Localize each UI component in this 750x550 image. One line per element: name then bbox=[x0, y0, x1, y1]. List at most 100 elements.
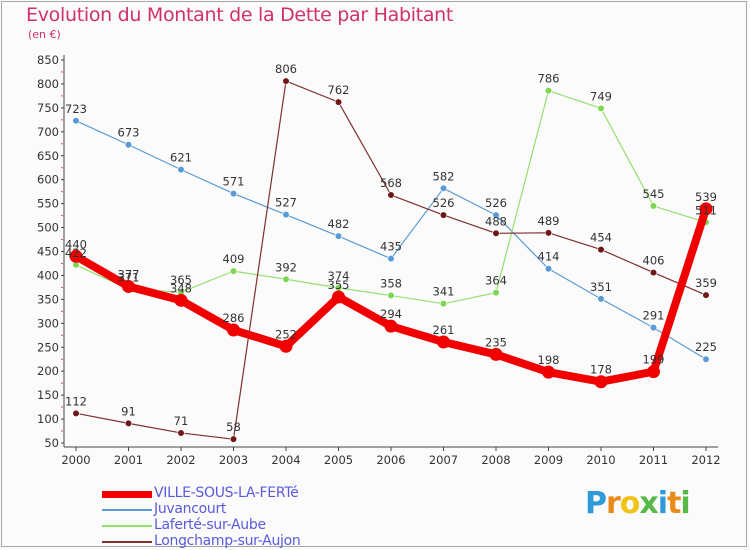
legend-label: Juvancourt bbox=[154, 501, 227, 517]
y-tick-label: 550 bbox=[37, 197, 59, 211]
series-3-point bbox=[177, 429, 185, 437]
data-label: 806 bbox=[275, 62, 297, 76]
data-label: 364 bbox=[485, 274, 507, 288]
data-label: 422 bbox=[65, 246, 87, 260]
data-label: 568 bbox=[380, 176, 402, 190]
x-tick-label: 2002 bbox=[166, 453, 195, 467]
x-tick-label: 2007 bbox=[429, 453, 458, 467]
data-label: 365 bbox=[170, 273, 192, 287]
data-label: 435 bbox=[380, 240, 402, 254]
y-tick-label: 50 bbox=[44, 436, 59, 450]
series-1-point bbox=[702, 355, 710, 363]
data-label: 482 bbox=[328, 217, 350, 231]
data-label: 409 bbox=[223, 252, 245, 266]
data-label: 488 bbox=[485, 214, 507, 228]
legend-label: Longchamp-sur-Aujon bbox=[154, 533, 301, 549]
series-3-point bbox=[492, 229, 500, 237]
y-tick-label: 200 bbox=[37, 364, 59, 378]
data-label: 291 bbox=[643, 309, 665, 323]
series-1-point bbox=[334, 232, 343, 240]
data-label: 351 bbox=[590, 280, 612, 294]
series-2-point bbox=[387, 291, 395, 300]
series-1-point bbox=[649, 324, 658, 332]
brand-letter: i bbox=[680, 486, 690, 521]
series-2-group bbox=[72, 87, 710, 308]
series-3-point bbox=[649, 268, 658, 277]
series-2-point bbox=[492, 289, 500, 297]
legend-label: VILLE-SOUS-LA-FERTé bbox=[154, 485, 299, 501]
y-tick-label: 350 bbox=[37, 292, 59, 306]
data-label: 341 bbox=[433, 285, 455, 299]
chart-title: Evolution du Montant de la Dette par Hab… bbox=[26, 4, 454, 26]
series-2-point bbox=[649, 202, 658, 210]
data-label: 414 bbox=[538, 250, 560, 264]
y-tick-label: 850 bbox=[37, 53, 59, 67]
main-series-point bbox=[227, 323, 240, 337]
main-series-point bbox=[174, 293, 188, 307]
brand-letter: t bbox=[667, 486, 681, 521]
data-label: 286 bbox=[223, 311, 245, 325]
data-label: 511 bbox=[695, 203, 717, 217]
main-series-point bbox=[384, 319, 398, 333]
main-series-point bbox=[699, 202, 713, 216]
main-series-point bbox=[594, 375, 608, 389]
chart-subtitle: (en €) bbox=[28, 28, 61, 41]
data-label: 294 bbox=[380, 307, 402, 321]
x-tick-label: 2012 bbox=[691, 453, 720, 467]
data-label: 198 bbox=[538, 353, 560, 367]
x-tick-label: 2011 bbox=[639, 453, 668, 467]
x-tick-label: 2000 bbox=[61, 453, 90, 467]
y-tick-label: 450 bbox=[37, 245, 59, 259]
series-2-point bbox=[544, 87, 553, 95]
series-1-point bbox=[124, 141, 133, 149]
y-tick-label: 800 bbox=[37, 77, 59, 91]
data-label: 71 bbox=[174, 414, 189, 428]
y-tick-label: 300 bbox=[37, 316, 59, 330]
data-label: 526 bbox=[433, 196, 455, 210]
series-1-point bbox=[492, 211, 500, 219]
series-2-point bbox=[282, 275, 290, 283]
main-series-point bbox=[279, 339, 293, 353]
brand-letter: r bbox=[606, 486, 621, 521]
data-label: 762 bbox=[328, 83, 350, 97]
series-1-point bbox=[72, 117, 80, 125]
series-2-point bbox=[439, 300, 448, 308]
series-3-point bbox=[282, 77, 290, 85]
data-label: 358 bbox=[380, 277, 402, 291]
series-3-point bbox=[72, 409, 80, 417]
series-2-point bbox=[229, 267, 238, 275]
data-label: 225 bbox=[695, 340, 717, 354]
data-label: 527 bbox=[275, 196, 297, 210]
data-label: 252 bbox=[275, 327, 297, 341]
main-series-point bbox=[122, 279, 135, 293]
y-tick-label: 650 bbox=[37, 149, 59, 163]
main-series-point bbox=[69, 249, 83, 263]
x-tick-label: 2008 bbox=[481, 453, 510, 467]
main-series-point bbox=[542, 365, 555, 379]
data-label: 406 bbox=[643, 254, 665, 268]
series-3-point bbox=[229, 435, 238, 443]
data-label: 392 bbox=[275, 260, 297, 274]
series-3-point bbox=[544, 229, 553, 237]
brand-letter: x bbox=[639, 486, 658, 521]
x-tick-label: 2004 bbox=[271, 453, 300, 467]
data-label: 199 bbox=[643, 353, 665, 367]
x-tick-label: 2001 bbox=[114, 453, 143, 467]
data-label: 91 bbox=[121, 404, 136, 418]
legend-swatch bbox=[102, 509, 152, 511]
y-tick-label: 600 bbox=[37, 173, 59, 187]
data-label: 235 bbox=[485, 335, 507, 349]
data-label: 749 bbox=[590, 89, 612, 103]
brand-logo: Proxiti bbox=[585, 486, 691, 521]
series-3-point bbox=[387, 191, 395, 199]
data-label: 112 bbox=[65, 394, 87, 408]
main-series-point bbox=[647, 365, 660, 379]
data-label: 178 bbox=[590, 363, 612, 377]
series-2-point bbox=[597, 104, 605, 112]
main-series-group bbox=[69, 202, 713, 389]
y-tick-label: 100 bbox=[37, 412, 59, 426]
brand-letter: P bbox=[585, 486, 607, 521]
brand-letter: o bbox=[619, 486, 641, 521]
